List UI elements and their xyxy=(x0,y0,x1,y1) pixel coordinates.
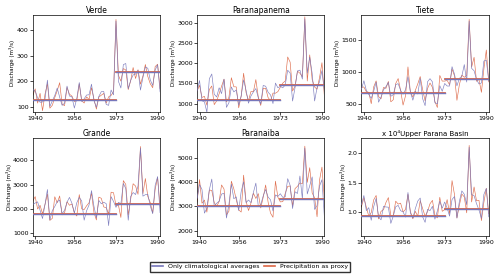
Y-axis label: Discharge (m³/s): Discharge (m³/s) xyxy=(334,40,340,86)
Y-axis label: Discharge (m³/s): Discharge (m³/s) xyxy=(10,40,16,86)
Title: Tiete: Tiete xyxy=(416,6,434,15)
Y-axis label: Discharge (m³/s): Discharge (m³/s) xyxy=(340,164,346,210)
Title: Paranaiba: Paranaiba xyxy=(242,129,280,138)
Y-axis label: Discharge (m³/s): Discharge (m³/s) xyxy=(6,164,12,210)
Y-axis label: Discharge (m³/s): Discharge (m³/s) xyxy=(170,164,176,210)
Legend: Only climatological averages, Precipitation as proxy: Only climatological averages, Precipitat… xyxy=(150,262,350,272)
Title: Verde: Verde xyxy=(86,6,108,15)
Title: Grande: Grande xyxy=(82,129,110,138)
Title: Paranapanema: Paranapanema xyxy=(232,6,289,15)
Title: x 10⁴Upper Parana Basin: x 10⁴Upper Parana Basin xyxy=(382,130,468,137)
Y-axis label: Discharge (m³/s): Discharge (m³/s) xyxy=(170,40,176,86)
